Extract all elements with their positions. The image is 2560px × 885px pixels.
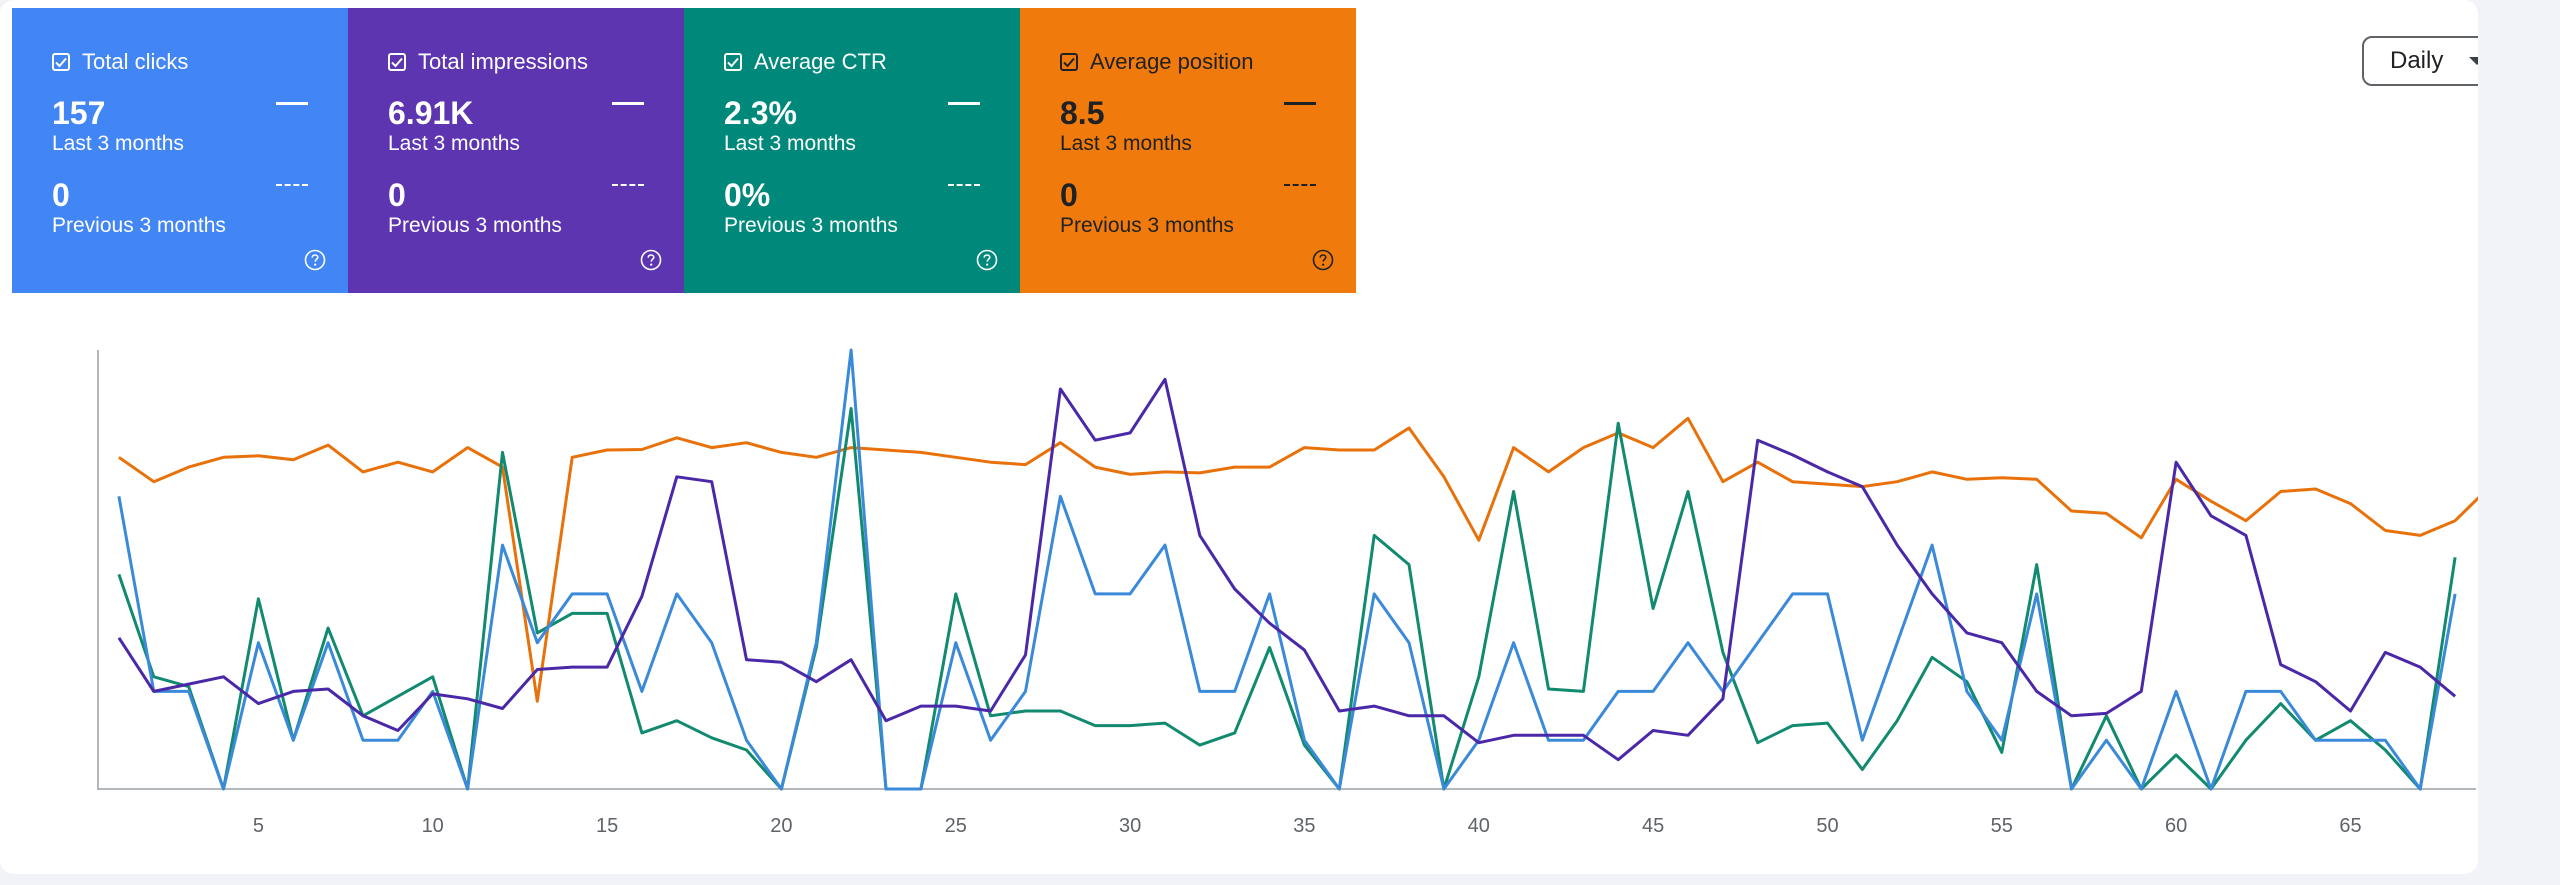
x-tick-label: 20 [770, 815, 792, 837]
previous-value: 0% [724, 177, 771, 213]
performance-chart: 5 10 15 20 25 30 35 40 45 50 55 60 65 [97, 348, 2478, 837]
help-icon[interactable] [640, 249, 662, 271]
current-period-label: Last 3 months [52, 132, 184, 155]
solid-line-legend-icon [276, 102, 308, 105]
granularity-selected-value: Daily [2390, 47, 2444, 74]
metric-card-header: Total clicks [52, 48, 308, 76]
current-period-row: 157 Last 3 months [52, 96, 308, 158]
x-tick-label: 35 [1293, 815, 1315, 837]
current-value: 8.5 [1060, 95, 1105, 131]
metric-label: Total clicks [82, 49, 189, 74]
previous-period-row: 0% Previous 3 months [724, 178, 980, 240]
dashed-line-legend-icon [276, 184, 308, 186]
metric-card-total-impressions[interactable]: Total impressions 6.91K Last 3 months 0 … [348, 8, 684, 293]
series-line-ctr [117, 407, 2457, 791]
previous-period-label: Previous 3 months [1060, 214, 1234, 237]
dashed-line-legend-icon [612, 184, 644, 186]
current-period-label: Last 3 months [724, 132, 856, 155]
x-tick-label: 10 [422, 815, 444, 837]
previous-period-label: Previous 3 months [52, 214, 226, 237]
x-tick-label: 40 [1468, 815, 1490, 837]
series-line-clicks [117, 348, 2457, 791]
metric-cards: Total clicks 157 Last 3 months 0 Previou… [12, 8, 1356, 293]
previous-period-label: Previous 3 months [388, 214, 562, 237]
previous-period-row: 0 Previous 3 months [52, 178, 308, 240]
solid-line-legend-icon [1284, 102, 1316, 105]
checkbox-checked-icon[interactable] [52, 53, 70, 71]
previous-period-row: 0 Previous 3 months [1060, 178, 1316, 240]
current-value: 157 [52, 95, 106, 131]
x-tick-label: 55 [1991, 815, 2013, 837]
previous-period-label: Previous 3 months [724, 214, 898, 237]
previous-period-row: 0 Previous 3 months [388, 178, 644, 240]
performance-panel: 5 10 15 20 25 30 35 40 45 50 55 60 65 Total clicks 1… [0, 0, 2478, 874]
x-tick-label: 60 [2165, 815, 2187, 837]
metric-label: Total impressions [418, 49, 588, 74]
metric-label: Average position [1090, 49, 1254, 74]
x-tick-labels: 5 10 15 20 25 30 35 40 45 50 55 60 65 [253, 815, 2362, 837]
x-tick-label: 45 [1642, 815, 1664, 837]
checkbox-checked-icon[interactable] [724, 53, 742, 71]
previous-value: 0 [1060, 177, 1078, 213]
metric-card-average-position[interactable]: Average position 8.5 Last 3 months 0 Pre… [1020, 8, 1356, 293]
metric-card-header: Average CTR [724, 48, 980, 76]
current-period-label: Last 3 months [1060, 132, 1192, 155]
current-period-row: 6.91K Last 3 months [388, 96, 644, 158]
checkbox-checked-icon[interactable] [388, 53, 406, 71]
dashed-line-legend-icon [1284, 184, 1316, 186]
help-icon[interactable] [1312, 249, 1334, 271]
metric-card-average-ctr[interactable]: Average CTR 2.3% Last 3 months 0% Previo… [684, 8, 1020, 293]
current-period-label: Last 3 months [388, 132, 520, 155]
checkbox-checked-icon[interactable] [1060, 53, 1078, 71]
series-line-impressions [117, 377, 2457, 762]
solid-line-legend-icon [612, 102, 644, 105]
x-tick-label: 25 [945, 815, 967, 837]
caret-down-icon [2469, 57, 2478, 65]
x-tick-label: 65 [2339, 815, 2361, 837]
current-value: 6.91K [388, 95, 474, 131]
x-tick-label: 50 [1816, 815, 1838, 837]
current-period-row: 2.3% Last 3 months [724, 96, 980, 158]
x-tick-label: 5 [253, 815, 264, 837]
previous-value: 0 [388, 177, 406, 213]
metric-label: Average CTR [754, 49, 887, 74]
previous-value: 0 [52, 177, 70, 213]
x-tick-label: 30 [1119, 815, 1141, 837]
dashed-line-legend-icon [948, 184, 980, 186]
current-period-row: 8.5 Last 3 months [1060, 96, 1316, 158]
metric-card-header: Total impressions [388, 48, 644, 76]
help-icon[interactable] [304, 249, 326, 271]
metric-card-header: Average position [1060, 48, 1316, 76]
x-tick-label: 15 [596, 815, 618, 837]
metric-card-total-clicks[interactable]: Total clicks 157 Last 3 months 0 Previou… [12, 8, 348, 293]
series-line-position [118, 416, 2478, 703]
solid-line-legend-icon [948, 102, 980, 105]
granularity-dropdown[interactable]: Daily [2362, 36, 2478, 86]
help-icon[interactable] [976, 249, 998, 271]
series-layer [117, 348, 2478, 791]
current-value: 2.3% [724, 95, 797, 131]
